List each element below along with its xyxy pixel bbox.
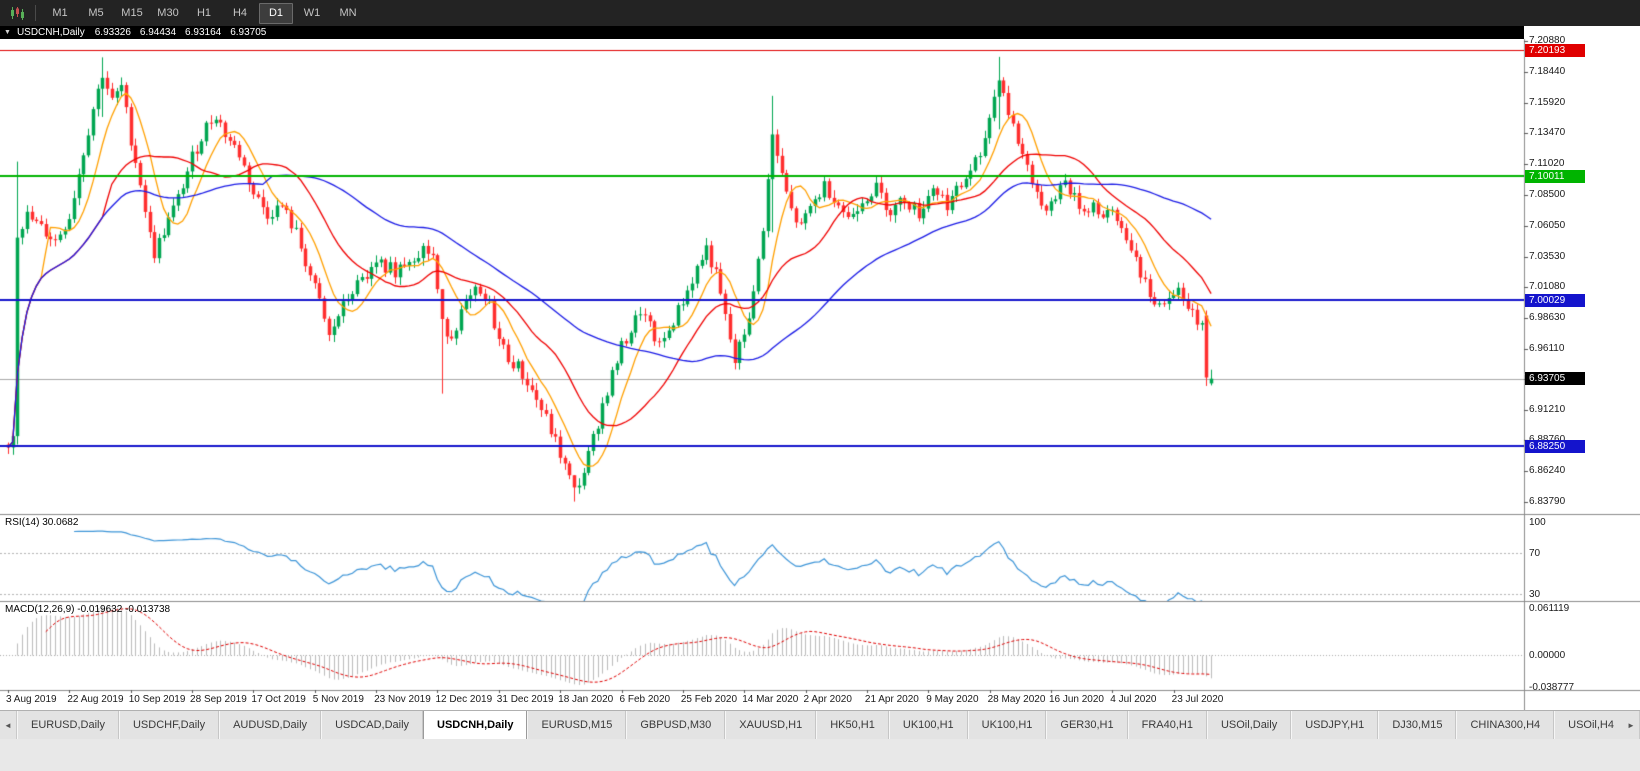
- tab-fra40-h1[interactable]: FRA40,H1: [1127, 711, 1207, 739]
- date-label-9: 18 Jan 2020: [558, 694, 614, 705]
- date-label-8: 31 Dec 2019: [496, 694, 554, 705]
- tab-china300-h4[interactable]: CHINA300,H4: [1456, 711, 1555, 739]
- rsi-scale-70: 70: [1529, 547, 1541, 559]
- price-tick: 7.20880: [1529, 35, 1566, 47]
- ohlc-low: 6.93164: [185, 27, 222, 38]
- macd-name: MACD(12,26,9): [5, 604, 75, 615]
- tabs-scroll-right-icon[interactable]: ►: [1623, 711, 1640, 739]
- ohlc-high: 6.94434: [139, 27, 177, 38]
- date-label-6: 23 Nov 2019: [374, 694, 431, 705]
- price-badge-7.00029[interactable]: 7.00029: [1525, 293, 1585, 307]
- symbol-dropdown-icon[interactable]: ▼: [4, 29, 11, 36]
- price-tick: 7.06050: [1529, 219, 1566, 231]
- chart-symbol-period: USDCNH,Daily: [16, 27, 85, 38]
- tab-uk100-h1[interactable]: UK100,H1: [967, 711, 1047, 739]
- timeframe-m1[interactable]: M1: [52, 6, 68, 19]
- tab-usoil-h4[interactable]: USOil,H4: [1554, 711, 1623, 739]
- tab-dj30-m15[interactable]: DJ30,M15: [1378, 711, 1457, 739]
- price-tick: 7.13470: [1529, 127, 1566, 139]
- tab-usdcad-daily[interactable]: USDCAD,Daily: [321, 711, 424, 739]
- tab-eurusd-daily[interactable]: EURUSD,Daily: [17, 711, 119, 739]
- tab-ger30-h1[interactable]: GER30,H1: [1046, 711, 1128, 739]
- date-label-11: 25 Feb 2020: [680, 694, 738, 705]
- price-tick: 6.98630: [1529, 311, 1566, 323]
- tab-usdcnh-daily[interactable]: USDCNH,Daily: [423, 711, 528, 739]
- price-tick: 6.86240: [1529, 465, 1566, 477]
- date-label-1: 22 Aug 2019: [67, 694, 124, 705]
- ohlc-open: 6.93326: [94, 27, 131, 38]
- price-badge-7.20193[interactable]: 7.20193: [1525, 43, 1585, 57]
- date-label-18: 4 Jul 2020: [1110, 694, 1157, 705]
- ohlc-close: 6.93705: [230, 27, 267, 38]
- date-label-12: 14 Mar 2020: [742, 694, 799, 705]
- status-area: [0, 739, 1640, 771]
- price-tick: 6.91210: [1529, 403, 1566, 415]
- timeframe-toolbar: M1 M5 M15 M30 H1 H4 D1 W1 MN: [0, 0, 1640, 26]
- price-tick: 6.83790: [1529, 495, 1566, 507]
- price-chart-canvas[interactable]: [0, 26, 1640, 710]
- macd-header: MACD(12,26,9) -0.019632 -0.013738: [5, 604, 170, 615]
- timeframe-d1[interactable]: D1: [259, 2, 293, 24]
- rsi-scale-100: 100: [1529, 517, 1546, 528]
- date-label-15: 9 May 2020: [926, 694, 979, 705]
- toolbar-separator: [35, 5, 36, 21]
- macd-scale-0.00000: 0.00000: [1529, 650, 1566, 661]
- chart-tabs: EURUSD,Daily USDCHF,Daily AUDUSD,Daily USDC…: [17, 711, 1623, 739]
- price-badge-7.10011[interactable]: 7.10011: [1525, 169, 1585, 183]
- date-label-3: 28 Sep 2019: [190, 694, 247, 705]
- date-label-7: 12 Dec 2019: [435, 694, 493, 705]
- tab-gbpusd-m30[interactable]: GBPUSD,M30: [626, 711, 726, 739]
- price-tick: 6.88760: [1529, 434, 1565, 445]
- tab-audusd-daily[interactable]: AUDUSD,Daily: [219, 711, 322, 739]
- price-tick: 7.11020: [1529, 157, 1565, 169]
- rsi-value: 30.0682: [42, 517, 79, 528]
- tab-hk50-h1[interactable]: HK50,H1: [816, 711, 889, 739]
- macd-value: -0.019632 -0.013738: [77, 604, 171, 615]
- timeframe-h4[interactable]: H4: [232, 6, 248, 19]
- price-tick: 7.01080: [1529, 281, 1566, 293]
- date-label-19: 23 Jul 2020: [1171, 694, 1224, 705]
- tab-eurusd-m15[interactable]: EURUSD,M15: [527, 711, 627, 739]
- rsi-scale-30: 30: [1529, 589, 1541, 600]
- tabs-scroll-left-icon[interactable]: ◄: [0, 711, 17, 739]
- rsi-header: RSI(14) 30.0682: [5, 517, 78, 528]
- price-tick: 7.08500: [1529, 189, 1566, 201]
- timeframe-w1[interactable]: W1: [303, 6, 321, 19]
- chart-window: ▼ USDCNH,Daily 6.93326 6.94434 6.93164 6…: [0, 26, 1640, 710]
- timeframe-buttons: M1 M5 M15 M30 H1 H4 D1 W1 MN: [43, 2, 365, 24]
- rsi-name: RSI(14): [5, 517, 40, 528]
- price-tick: 7.18440: [1529, 65, 1566, 77]
- price-tick: 6.96110: [1529, 342, 1565, 354]
- date-label-14: 21 Apr 2020: [864, 694, 919, 705]
- date-label-13: 2 Apr 2020: [803, 694, 852, 705]
- candlestick-chart-icon[interactable]: [6, 3, 28, 23]
- timeframe-m5[interactable]: M5: [88, 6, 104, 19]
- chart-title-strip: ▼ USDCNH,Daily 6.93326 6.94434 6.93164 6…: [0, 26, 1524, 39]
- tab-uk100-h1[interactable]: UK100,H1: [888, 711, 968, 739]
- date-label-16: 28 May 2020: [987, 694, 1046, 705]
- date-label-0: 3 Aug 2019: [6, 694, 57, 705]
- date-label-4: 17 Oct 2019: [251, 694, 306, 705]
- timeframe-mn[interactable]: MN: [339, 6, 357, 19]
- macd-scale-0.061119: 0.061119: [1529, 603, 1570, 614]
- timeframe-m30[interactable]: M30: [157, 6, 179, 19]
- price-tick: 7.03530: [1529, 250, 1566, 262]
- date-label-17: 16 Jun 2020: [1048, 694, 1104, 705]
- tab-xauusd-h1[interactable]: XAUUSD,H1: [725, 711, 817, 739]
- date-label-10: 6 Feb 2020: [619, 694, 671, 705]
- macd-scale--0.038777: -0.038777: [1529, 681, 1575, 693]
- tab-usdchf-daily[interactable]: USDCHF,Daily: [118, 711, 220, 739]
- date-label-2: 10 Sep 2019: [128, 694, 186, 705]
- tab-usdjpy-h1[interactable]: USDJPY,H1: [1291, 711, 1379, 739]
- timeframe-h1[interactable]: H1: [196, 6, 212, 19]
- current-price-badge: 6.93705: [1525, 372, 1585, 386]
- timeframe-m15[interactable]: M15: [121, 6, 143, 19]
- date-label-5: 5 Nov 2019: [312, 694, 364, 705]
- price-badge-6.88250[interactable]: 6.88250: [1525, 439, 1585, 453]
- tab-usoil-daily[interactable]: USOil,Daily: [1206, 711, 1292, 739]
- price-tick: 7.15920: [1529, 97, 1566, 109]
- chart-tab-bar: ◄ EURUSD,Daily USDCHF,Daily AUDUSD,Daily US…: [0, 710, 1640, 739]
